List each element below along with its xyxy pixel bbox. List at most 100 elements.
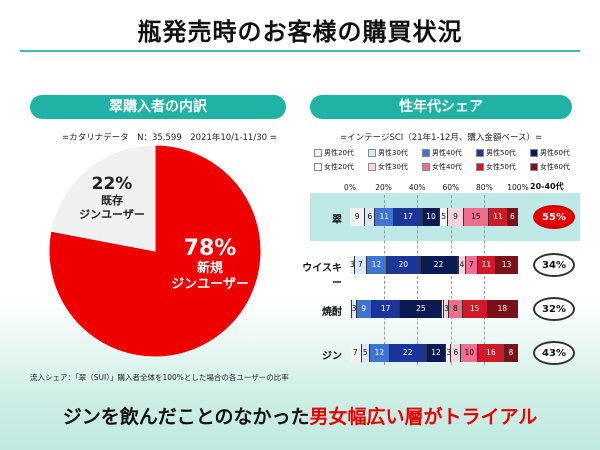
pie-label-new-pct: 78% [183, 236, 237, 261]
legend-item: 男性50代 [476, 148, 516, 158]
legend-swatch [314, 149, 322, 157]
bar-segment: 8 [449, 300, 463, 318]
legend-item: 男性40代 [422, 148, 462, 158]
bar-segment: 5 [361, 344, 370, 362]
left-panel-header: 翠購入者の内訳 [30, 95, 286, 119]
pie-slice-existing [50, 144, 156, 252]
pie-label-existing-pct: 22% [91, 174, 133, 194]
legend-item: 女性40代 [422, 162, 462, 172]
bar-segment: 3 [444, 300, 450, 318]
bar-segment: 25 [400, 300, 443, 318]
bar-segment: 9 [356, 300, 372, 318]
gridline [450, 195, 452, 365]
chart-legend: 男性20代 男性30代 男性40代 男性50代 男性60代女性20代 女性30代 女性40代… [314, 148, 584, 174]
bar-segment: 12 [426, 344, 447, 362]
stacked-bar: 371220221471113 [350, 256, 518, 274]
bar-segment: 1 [442, 300, 445, 318]
bar-segment: 15 [463, 208, 490, 226]
page-title: 瓶発売時のお客様の購買状況 [137, 18, 463, 46]
age-20-40-share-badge: 43% [533, 341, 575, 365]
left-panel-source: =カタリナデータ N：35,599 2021年10/1-11/30 = [62, 133, 277, 143]
legend-label: 女性20代 [324, 163, 354, 171]
bar-category-label: ウイスキー [302, 263, 342, 289]
pie-slice-new [48, 144, 262, 358]
bottom-message-highlight: 男女幅広い層がトライアル [309, 406, 538, 428]
bar-segment: 1 [457, 256, 460, 274]
legend-label: 女性60代 [540, 163, 570, 171]
legend-swatch [530, 149, 538, 157]
legend-label: 男性50代 [486, 149, 516, 157]
legend-swatch [422, 163, 430, 171]
legend-item: 男性60代 [530, 148, 570, 158]
bar-segment: 10 [461, 344, 479, 362]
gridline [484, 195, 486, 365]
bar-category-label: 焼酎 [322, 307, 342, 318]
bar-segment: 3 [350, 256, 356, 274]
bar-segment: 11 [489, 208, 508, 226]
bar-segment: 3 [351, 300, 357, 318]
legend-item: 女性20代 [314, 162, 354, 172]
legend-swatch [314, 163, 322, 171]
legend-label: 女性30代 [378, 163, 408, 171]
pie-label-new-line2: ジンユーザー [171, 277, 249, 292]
bar-segment: 10 [422, 208, 440, 226]
x-tick-label: 40% [408, 183, 426, 192]
stacked-bar: 13917251381518 [350, 300, 518, 318]
bar-category-label: ジン [322, 351, 342, 362]
x-tick-label: 60% [442, 183, 460, 192]
legend-item: 女性60代 [530, 162, 570, 172]
legend-swatch [422, 149, 430, 157]
bar-segment: 17 [394, 208, 423, 226]
legend-swatch [476, 149, 484, 157]
left-panel-footnote: 流入シェア：「翠（SUI）」購入者全体を100%とした場合の各ユーザーの比率 [30, 373, 289, 382]
bottom-message-plain: ジンを飲んだことのなかった [62, 406, 310, 428]
bar-segment: 13 [496, 256, 518, 274]
legend-item: 男性30代 [368, 148, 408, 158]
bar-segment: 6 [451, 344, 462, 362]
pie-label-existing: 22% 既存 ジンユーザー [72, 174, 152, 222]
legend-label: 男性30代 [378, 149, 408, 157]
bar-segment: 6 [507, 208, 518, 226]
legend-swatch [368, 149, 376, 157]
bar-segment: 5 [439, 208, 449, 226]
bar-segment: 9 [448, 208, 464, 226]
bar-segment: 12 [366, 256, 387, 274]
legend-item: 女性50代 [476, 162, 516, 172]
legend-item: 男性20代 [314, 148, 354, 158]
bar-segment: 7 [350, 344, 362, 362]
bar-segment: 11 [477, 256, 497, 274]
pie-label-existing-line1: 既存 [101, 194, 123, 207]
bar-segment: 8 [504, 344, 518, 362]
right-panel-source: =インテージSCI（21年1-12月、購入金額ベース）= [340, 133, 543, 143]
bar-segment: 6 [365, 208, 376, 226]
bar-segment: 11 [375, 208, 395, 226]
bar-segment: 20 [386, 256, 421, 274]
age-20-40-share-badge: 32% [533, 297, 575, 321]
bar-segment: 3 [446, 344, 452, 362]
legend-label: 男性20代 [324, 149, 354, 157]
x-tick-label: 20% [375, 183, 392, 192]
gridline [383, 195, 385, 365]
bar-segment: 7 [465, 256, 478, 274]
legend-swatch [368, 163, 376, 171]
title-underline [20, 50, 580, 52]
x-tick-label: 80% [476, 183, 493, 192]
legend-swatch [476, 163, 484, 171]
bar-segment: 9 [350, 208, 366, 226]
legend-label: 男性40代 [432, 149, 462, 157]
bar-segment: 17 [371, 300, 401, 318]
bar-category-label: 翠 [332, 215, 342, 226]
bar-segment: 22 [389, 344, 427, 362]
age-column-header: 20-40代 [530, 182, 564, 191]
age-20-40-share-badge: 55% [533, 205, 575, 229]
legend-label: 男性60代 [540, 149, 570, 157]
bar-segment: 12 [369, 344, 390, 362]
bar-segment: 15 [462, 300, 488, 318]
bar-segment: 1 [350, 300, 352, 318]
bar-segment: 18 [487, 300, 518, 318]
gridline [417, 195, 419, 365]
pie-label-existing-line2: ジンユーザー [79, 208, 145, 221]
age-20-40-share-badge: 34% [533, 253, 575, 277]
bar-segment: 16 [478, 344, 505, 362]
bar-segment: 4 [459, 256, 466, 274]
